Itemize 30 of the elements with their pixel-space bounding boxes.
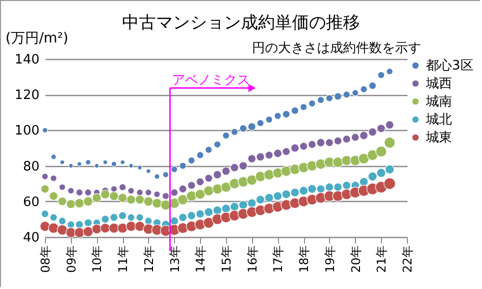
x-tick-label: 22年: [400, 246, 414, 273]
y-tick-label: 40: [22, 230, 40, 246]
y-tick-label: 60: [22, 194, 40, 210]
chart-title: 中古マンション成約単価の推移: [122, 13, 360, 33]
x-tick-label: 19年: [322, 246, 337, 273]
legend-label: 城西: [425, 76, 452, 92]
y-tick-label: 120: [14, 88, 40, 104]
legend-label: 城北: [425, 112, 452, 128]
ref-line-label: アベノミクス: [172, 73, 250, 88]
x-tick-label: 17年: [271, 246, 286, 273]
x-tick-label: 13年: [168, 246, 182, 273]
x-tick-label: 08年: [38, 246, 52, 273]
x-tick-label: 11年: [116, 246, 130, 273]
x-tick-label: 09年: [64, 246, 78, 273]
y-tick-label: 100: [14, 124, 40, 139]
x-tick-label: 20年: [348, 246, 363, 273]
x-tick-label: 10年: [90, 246, 104, 273]
text: 円の大きさは成約件数を示す: [252, 41, 421, 56]
x-tick-label: 14年: [194, 246, 208, 273]
legend-label: 城南: [425, 94, 452, 110]
legend-label: 城東: [425, 130, 452, 146]
x-tick-label: 15年: [220, 246, 234, 273]
y-axis-title: (万円/m²): [6, 30, 68, 46]
x-tick-label: 12年: [142, 246, 156, 273]
x-tick-label: 18年: [297, 246, 312, 273]
y-tick-label: 80: [22, 159, 40, 174]
x-tick-label: 21年: [374, 246, 389, 273]
x-tick-label: 16年: [245, 246, 260, 273]
y-tick-label: 140: [14, 52, 40, 68]
legend-label: 都心3区: [426, 58, 474, 74]
